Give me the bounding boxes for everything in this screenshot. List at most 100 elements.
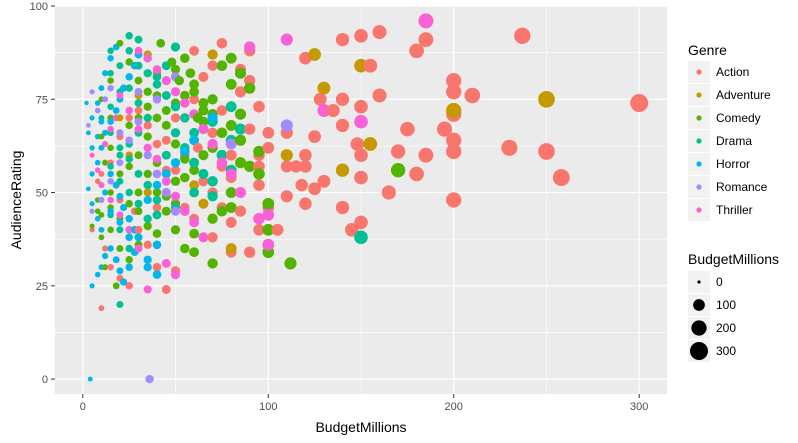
data-point-horror: [107, 54, 114, 62]
data-point-comedy: [189, 86, 200, 97]
data-point-horror: [94, 271, 101, 278]
data-point-comedy: [170, 176, 181, 186]
data-point-comedy: [180, 154, 190, 164]
data-point-comedy: [198, 105, 209, 116]
data-point-action: [418, 32, 434, 48]
data-point-comedy: [262, 197, 275, 210]
data-point-action: [372, 88, 387, 103]
data-point-drama: [189, 127, 200, 138]
data-point-drama: [107, 163, 114, 170]
legend-swatch-thriller: [696, 207, 702, 213]
data-point-action: [161, 285, 171, 294]
data-point-action: [538, 143, 555, 160]
data-point-action: [216, 38, 228, 49]
legend-label-comedy: Comedy: [716, 111, 761, 125]
data-point-drama: [143, 180, 152, 190]
data-point-action: [446, 84, 462, 100]
data-point-comedy: [125, 58, 133, 66]
data-point-romance: [86, 123, 91, 128]
legend-label-romance: Romance: [716, 180, 768, 194]
data-point-action: [299, 197, 312, 210]
data-point-action: [354, 28, 368, 43]
data-point-thriller: [170, 87, 181, 97]
data-point-comedy: [143, 132, 152, 141]
legend-label-drama: Drama: [716, 134, 752, 148]
data-point-drama: [134, 99, 143, 107]
data-point-action: [354, 215, 368, 230]
data-point-comedy: [98, 211, 105, 218]
size-legend-dot: [697, 280, 701, 284]
data-point-comedy: [189, 228, 200, 239]
data-point-comedy: [189, 247, 200, 258]
data-point-drama: [207, 191, 218, 202]
data-point-thriller: [94, 167, 101, 174]
y-tick-label: 100: [30, 1, 48, 13]
data-point-comedy: [170, 64, 181, 75]
data-point-action: [335, 118, 350, 133]
data-point-thriller: [418, 13, 434, 29]
data-points: [84, 13, 649, 384]
data-point-thriller: [125, 226, 133, 234]
data-point-horror: [102, 189, 109, 196]
data-point-adventure: [198, 198, 209, 209]
data-point-horror: [116, 218, 124, 226]
legend-swatch-drama: [696, 138, 702, 144]
data-point-comedy: [125, 121, 133, 130]
data-point-action: [143, 121, 152, 130]
data-point-comedy: [207, 213, 218, 224]
color-legend: Genre Action Adventure Comedy Drama Horror Ro…: [688, 42, 771, 221]
data-point-action: [89, 227, 95, 233]
data-point-action: [192, 142, 203, 153]
data-point-drama: [207, 176, 218, 187]
x-tick-label: 200: [445, 401, 463, 413]
data-point-comedy: [225, 187, 237, 198]
size-legend-label: 200: [716, 321, 736, 335]
data-point-drama: [143, 214, 152, 223]
y-axis-title: AudienceRating: [8, 151, 24, 250]
data-point-action: [198, 71, 209, 82]
data-point-thriller: [116, 211, 124, 219]
data-point-comedy: [134, 76, 143, 85]
data-point-horror: [94, 100, 101, 106]
data-point-drama: [134, 169, 143, 178]
x-tick-label: 300: [630, 401, 648, 413]
data-point-drama: [116, 62, 124, 70]
data-point-comedy: [125, 255, 133, 264]
data-point-action: [170, 165, 181, 175]
data-point-horror: [89, 201, 95, 207]
data-point-drama: [107, 69, 114, 77]
data-point-horror: [112, 107, 120, 114]
data-point-action: [446, 132, 462, 148]
data-point-thriller: [170, 269, 181, 280]
data-point-adventure: [308, 48, 321, 61]
data-point-thriller: [125, 106, 133, 115]
data-point-horror: [134, 233, 143, 242]
data-point-comedy: [234, 157, 247, 169]
data-point-romance: [116, 129, 124, 137]
data-point-horror: [116, 192, 124, 200]
data-point-drama: [116, 144, 124, 152]
data-point-action: [409, 166, 424, 182]
data-point-comedy: [94, 208, 101, 215]
data-point-romance: [170, 206, 181, 216]
data-point-comedy: [185, 68, 196, 79]
data-point-drama: [134, 35, 143, 44]
data-point-drama: [134, 61, 143, 70]
data-point-romance: [152, 95, 162, 104]
data-point-drama: [170, 42, 181, 52]
data-point-horror: [98, 85, 105, 92]
data-point-action: [354, 99, 368, 114]
data-point-adventure: [335, 163, 350, 177]
data-point-comedy: [170, 139, 181, 149]
data-point-drama: [107, 47, 114, 55]
y-tick-label: 75: [36, 94, 48, 106]
data-point-action: [189, 94, 200, 105]
data-point-comedy: [198, 97, 209, 109]
data-point-comedy: [107, 144, 114, 152]
data-point-action: [234, 205, 247, 217]
data-point-romance: [280, 119, 293, 132]
data-point-action: [170, 113, 181, 123]
data-point-comedy: [98, 234, 105, 241]
data-point-horror: [125, 73, 133, 81]
data-point-romance: [125, 136, 133, 145]
